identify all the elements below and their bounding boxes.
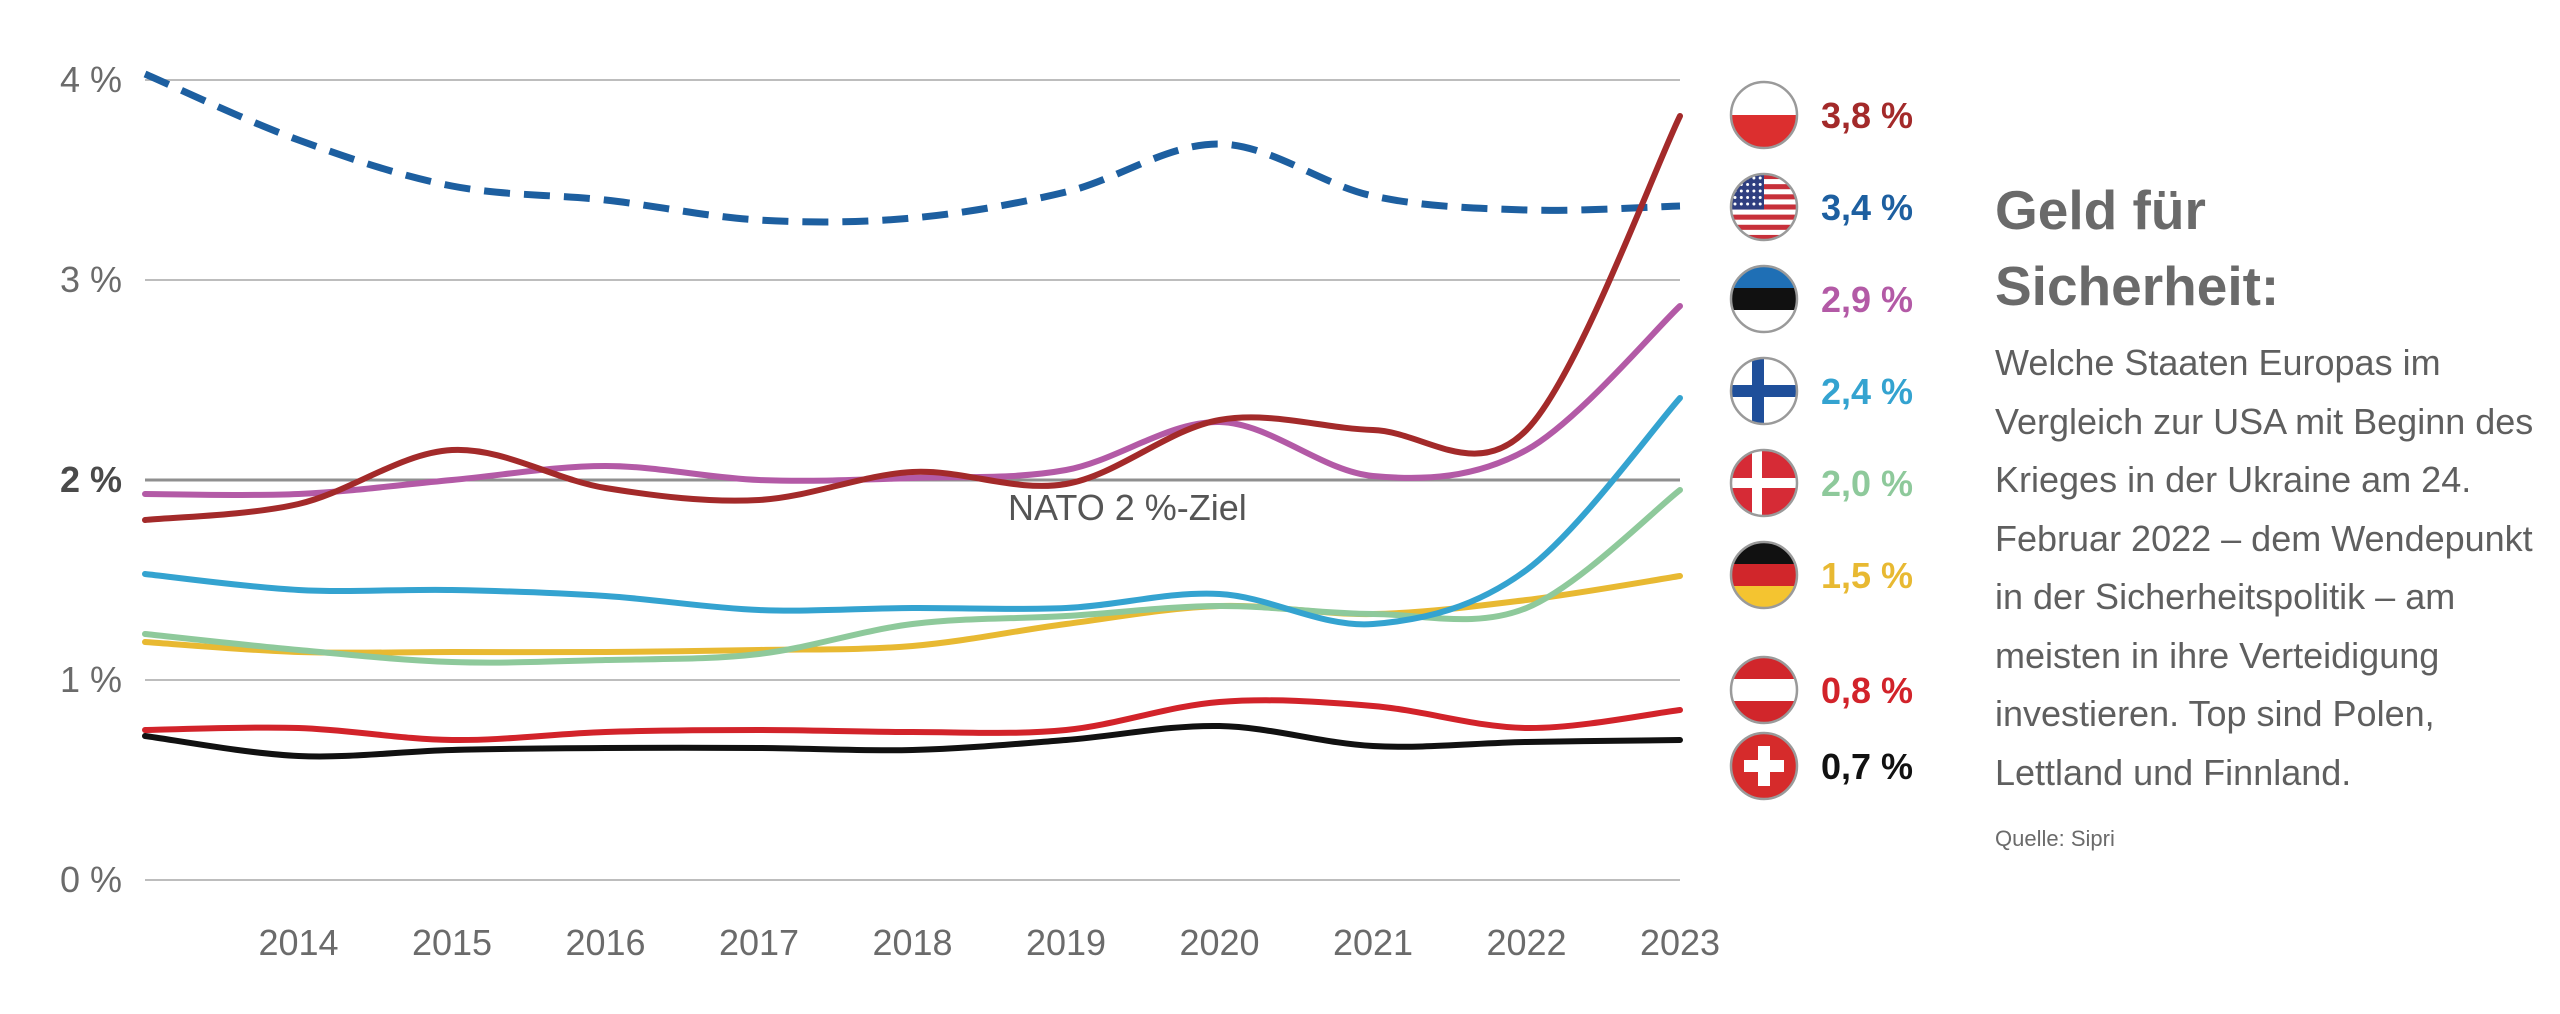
side-description: Welche Staaten Europas im Vergleich zur … [1995,342,2534,793]
end-value-label: 2,4 % [1821,371,1913,412]
x-tick-label: 2018 [872,922,952,963]
y-tick-label: 4 % [60,59,122,100]
series-lines [142,70,1683,760]
side-panel: Geld für Sicherheit: Welche Staaten Euro… [1995,172,2535,852]
end-value-labels: 3,8 % 3,4 % 2,9 % 2,4 % 2,0 % 1,5 % 0,8 % 0,7 % [1821,95,1913,787]
x-tick-label: 2017 [719,922,799,963]
x-tick-label: 2015 [412,922,492,963]
series-line [142,303,1683,499]
poland-flag-icon [1729,80,1799,150]
y-tick-label: 0 % [60,859,122,900]
y-axis-ticks: 0 % 1 % 2 % 3 % 4 % [60,59,122,900]
x-tick-label: 2023 [1640,922,1720,963]
legend-flags [1729,80,1799,801]
nato-target-label: NATO 2 %-Ziel [1008,487,1247,528]
x-tick-label: 2014 [258,922,338,963]
source-note: Quelle: Sipri [1995,826,2115,851]
line-chart: 0 % 1 % 2 % 3 % 4 % 2014 2015 2016 2017 2018 2019… [60,59,1913,963]
end-value-label: 2,9 % [1821,279,1913,320]
side-title: Geld für Sicherheit: [1995,179,2280,317]
x-tick-label: 2021 [1333,922,1413,963]
series-line [142,697,1683,744]
series-line [142,722,1683,760]
y-tick-label: 2 % [60,459,122,500]
x-tick-label: 2022 [1486,922,1566,963]
series-line [142,573,1683,656]
y-tick-label: 1 % [60,659,122,700]
end-value-label: 0,8 % [1821,670,1913,711]
x-axis-ticks: 2014 2015 2016 2017 2018 2019 2020 2021 2022 2023 [258,922,1720,963]
end-value-label: 1,5 % [1821,555,1913,596]
end-value-label: 3,8 % [1821,95,1913,136]
denmark-flag-icon [1729,448,1799,518]
y-tick-label: 3 % [60,259,122,300]
end-value-label: 0,7 % [1821,746,1913,787]
usa-flag-icon [1729,172,1799,242]
series-line [142,487,1683,666]
germany-flag-icon [1729,540,1799,610]
series-line [142,113,1683,523]
end-value-label: 2,0 % [1821,463,1913,504]
x-tick-label: 2016 [565,922,645,963]
estonia-flag-icon [1729,264,1799,334]
austria-flag-icon [1729,655,1799,725]
end-value-label: 3,4 % [1821,187,1913,228]
series-line [143,70,1681,226]
series-line [142,395,1683,628]
switzerland-flag-icon [1729,731,1799,801]
x-tick-label: 2019 [1026,922,1106,963]
x-tick-label: 2020 [1179,922,1259,963]
finland-flag-icon [1729,356,1799,426]
